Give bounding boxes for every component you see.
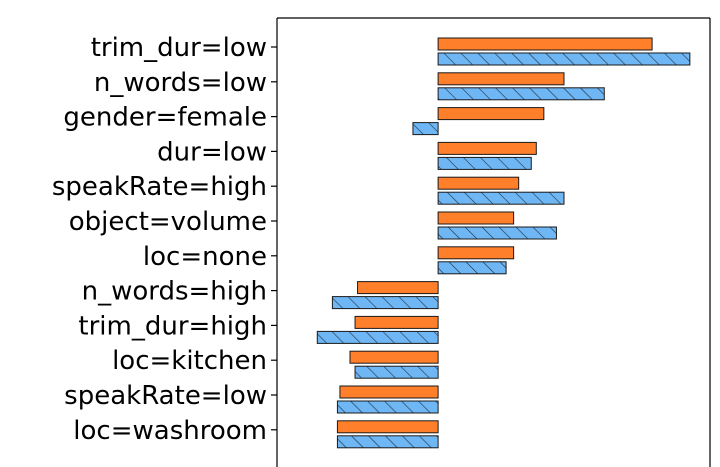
bar-series-2 — [437, 52, 691, 66]
plot-frame — [276, 17, 711, 467]
bar-series-2 — [437, 87, 605, 101]
y-tick-label: n_words=low — [94, 68, 267, 98]
y-tick-labels: trim_dur=low n_words=low gender=female dur=… — [52, 33, 277, 446]
bar-series-1 — [354, 315, 439, 329]
bar-series-1 — [336, 420, 439, 434]
y-tick-label: n_words=high — [82, 277, 267, 307]
y-tick-label: gender=female — [63, 103, 267, 133]
bar-series-1 — [349, 350, 439, 364]
bar-series-2 — [354, 365, 439, 379]
bar-series-2 — [336, 435, 439, 449]
y-tick-label: loc=kitchen — [112, 346, 267, 376]
bar-series-1 — [437, 37, 653, 51]
y-tick-label: trim_dur=high — [78, 311, 267, 341]
y-tick-label: speakRate=low — [64, 381, 267, 411]
bars-layer — [316, 37, 691, 449]
bar-series-1 — [437, 107, 545, 121]
bar-series-1 — [339, 385, 439, 399]
bar-series-2 — [412, 122, 439, 136]
y-tick-label: dur=low — [157, 137, 267, 167]
bar-series-1 — [437, 72, 565, 86]
bar-series-2 — [316, 330, 439, 344]
bar-series-2 — [437, 156, 532, 170]
bar-series-1 — [437, 211, 515, 225]
bar-series-1 — [357, 281, 439, 295]
bar-series-1 — [437, 141, 537, 155]
y-tick-label: loc=none — [143, 242, 267, 272]
y-tick-label: object=volume — [69, 207, 267, 237]
bar-series-2 — [437, 261, 507, 275]
bar-series-2 — [331, 296, 439, 310]
bar-series-2 — [437, 191, 565, 205]
bar-series-1 — [437, 246, 515, 260]
bar-series-2 — [437, 226, 557, 240]
y-tick-label: loc=washroom — [73, 416, 267, 446]
bar-series-2 — [336, 400, 439, 414]
y-tick-label: trim_dur=low — [91, 33, 267, 63]
bar-series-1 — [437, 176, 520, 190]
y-tick-label: speakRate=high — [52, 172, 267, 202]
